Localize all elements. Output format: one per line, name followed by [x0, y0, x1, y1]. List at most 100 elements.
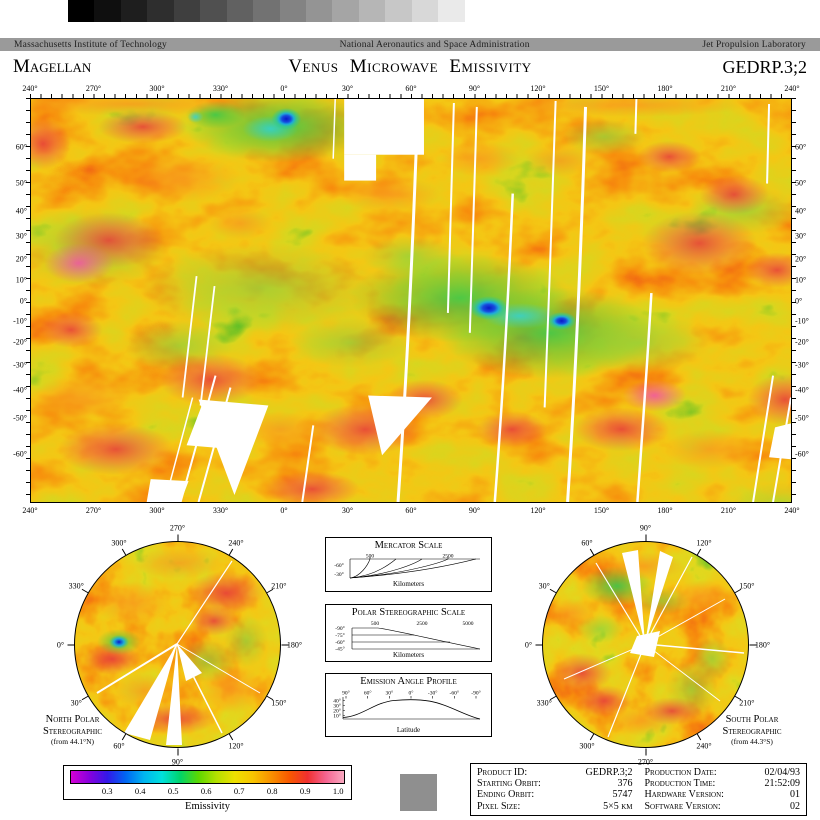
- south-polar-title: South Polar Stereographic: [722, 714, 782, 737]
- latitude-label: 0°: [19, 296, 27, 305]
- longitude-label: 120°: [530, 84, 546, 93]
- polar-angle-label: 240°: [228, 538, 244, 548]
- colorbar-label: Emissivity: [185, 801, 230, 812]
- mercator-scale-title: Mercator Scale: [374, 540, 443, 551]
- south-polar-circle: [542, 541, 749, 748]
- svg-text:20°: 20°: [333, 708, 341, 715]
- colorbar-tick-label: 0.3: [101, 786, 113, 796]
- emission-profile-xlabel: Latitude: [396, 726, 421, 734]
- svg-text:90°: 90°: [342, 690, 350, 697]
- svg-text:-60°: -60°: [335, 639, 345, 646]
- longitude-label: 0°: [280, 506, 288, 515]
- polar-scale-box: Polar Stereographic Scale 500 2500 5000 …: [325, 604, 492, 662]
- longitude-label: 30°: [341, 506, 354, 515]
- longitude-label: 300°: [149, 84, 165, 93]
- polar-tick: [228, 548, 234, 556]
- product-id: GEDRP.3;2: [722, 57, 807, 77]
- longitude-label: 270°: [85, 506, 102, 515]
- latitude-label: -40°: [795, 385, 809, 395]
- longitude-label: 240°: [784, 506, 800, 515]
- svg-text:60°: 60°: [364, 690, 372, 697]
- colorbar-tick-label: 0.4: [134, 786, 146, 796]
- colorbar-tick-label: 0.7: [233, 786, 245, 796]
- gray-step: [173, 0, 201, 22]
- svg-text:5000: 5000: [463, 621, 474, 627]
- polar-angle-label: 300°: [579, 741, 595, 751]
- longitude-label: 150°: [593, 506, 610, 515]
- polar-angle-label: 330°: [536, 698, 552, 708]
- polar-angle-label: 150°: [739, 581, 755, 591]
- latitude-label: 50°: [15, 178, 27, 188]
- mission-name: Magellan: [13, 56, 92, 77]
- latitude-label: -50°: [795, 413, 809, 423]
- north-polar-title-block: North Polar Stereographic (from 44.1°N): [20, 714, 125, 746]
- latitude-label: 20°: [15, 254, 27, 264]
- info-label: Ending Orbit:: [477, 789, 535, 801]
- longitude-label: 330°: [212, 84, 229, 93]
- info-value: GEDRP.3;2: [585, 767, 633, 778]
- svg-text:-90°: -90°: [335, 625, 345, 632]
- latitude-label: -10°: [13, 316, 27, 326]
- latitude-label: 20°: [795, 254, 807, 264]
- longitude-label: 30°: [341, 84, 354, 93]
- colorbar: 0.3 0.4 0.5 0.6 0.7 0.8 0.9 1.0: [63, 765, 352, 800]
- colorbar-tick-label: 0.9: [299, 786, 311, 796]
- svg-text:-60°: -60°: [450, 690, 460, 697]
- north-polar-image: [74, 541, 281, 748]
- north-polar-subtitle: (from 44.1°N): [51, 737, 94, 746]
- longitude-label: 150°: [593, 84, 610, 93]
- info-label: Production Date:: [644, 767, 717, 778]
- latitude-label: -20°: [13, 337, 27, 347]
- lon-labels-top: 240° 270° 300° 330° 0° 30° 60° 90° 120° 150° 180° 2…: [22, 84, 799, 95]
- polar-labels-south: 90° 120° 150° 180° 210° 240° 270° 300° 330° 0° 30°…: [522, 521, 770, 768]
- polar-tick: [228, 733, 234, 741]
- longitude-label: 210°: [720, 506, 737, 515]
- longitude-label: 60°: [405, 506, 417, 515]
- info-value: 5747: [612, 789, 633, 801]
- info-label: Starting Orbit:: [477, 778, 541, 790]
- org-right: Jet Propulsion Laboratory: [702, 39, 806, 50]
- north-polar-map: 270° 240° 210° 180° 150° 120° 90° 60° 30° 0° 330° 3…: [54, 521, 302, 768]
- longitude-label: 300°: [149, 506, 165, 515]
- latitude-label: -40°: [13, 385, 27, 395]
- polar-angle-label: 30°: [538, 581, 550, 591]
- svg-text:2500: 2500: [443, 554, 454, 560]
- polar-tick: [67, 644, 74, 645]
- longitude-label: 180°: [657, 84, 673, 93]
- polar-tick: [645, 534, 646, 541]
- longitude-label: 90°: [468, 506, 481, 515]
- longitude-ticks-top: [30, 94, 792, 98]
- latitude-label: 0°: [795, 296, 803, 305]
- gray-step: [411, 0, 439, 22]
- info-label: Pixel Size:: [477, 800, 521, 812]
- lon-labels-bottom: 240° 270° 300° 330° 0° 30° 60° 90° 120° 150° 180° 2…: [22, 506, 799, 517]
- gray-step: [120, 0, 148, 22]
- south-polar-title-block: South Polar Stereographic (from 44.3°S): [698, 714, 806, 746]
- polar-angle-label: 210°: [739, 698, 755, 708]
- polar-angle-label: 60°: [581, 538, 593, 548]
- polar-tick: [734, 695, 742, 701]
- svg-text:500: 500: [366, 554, 375, 560]
- svg-text:-60°: -60°: [334, 562, 344, 569]
- svg-text:-45°: -45°: [335, 646, 345, 652]
- lat-labels-left: 60° 50° 40° 30° 20° 10° 0° -10° -20° -30° -40° -50°…: [2, 98, 27, 503]
- polar-tick: [177, 534, 178, 541]
- polar-angle-label: 60°: [113, 741, 125, 751]
- latitude-label: 30°: [795, 231, 807, 241]
- svg-text:40°: 40°: [333, 698, 341, 705]
- latitude-label: 30°: [15, 231, 27, 241]
- gray-step: [464, 0, 491, 22]
- gray-calibration-patch: [400, 774, 437, 811]
- polar-angle-label: 330°: [68, 581, 84, 591]
- polar-angle-label: 150°: [271, 698, 287, 708]
- polar-angle-label: 30°: [70, 698, 82, 708]
- latitude-label: 40°: [795, 206, 807, 216]
- polar-tick: [696, 548, 702, 556]
- polar-tick: [535, 644, 542, 645]
- svg-text:500: 500: [371, 621, 380, 627]
- polar-tick: [121, 548, 127, 556]
- data-gap-regions: [146, 99, 791, 502]
- lat-labels-right: 60° 50° 40° 30° 20° 10° 0° -10° -20° -30° -40° -50°…: [795, 98, 820, 503]
- polar-angle-label: 90°: [639, 523, 652, 532]
- svg-text:2500: 2500: [417, 621, 428, 627]
